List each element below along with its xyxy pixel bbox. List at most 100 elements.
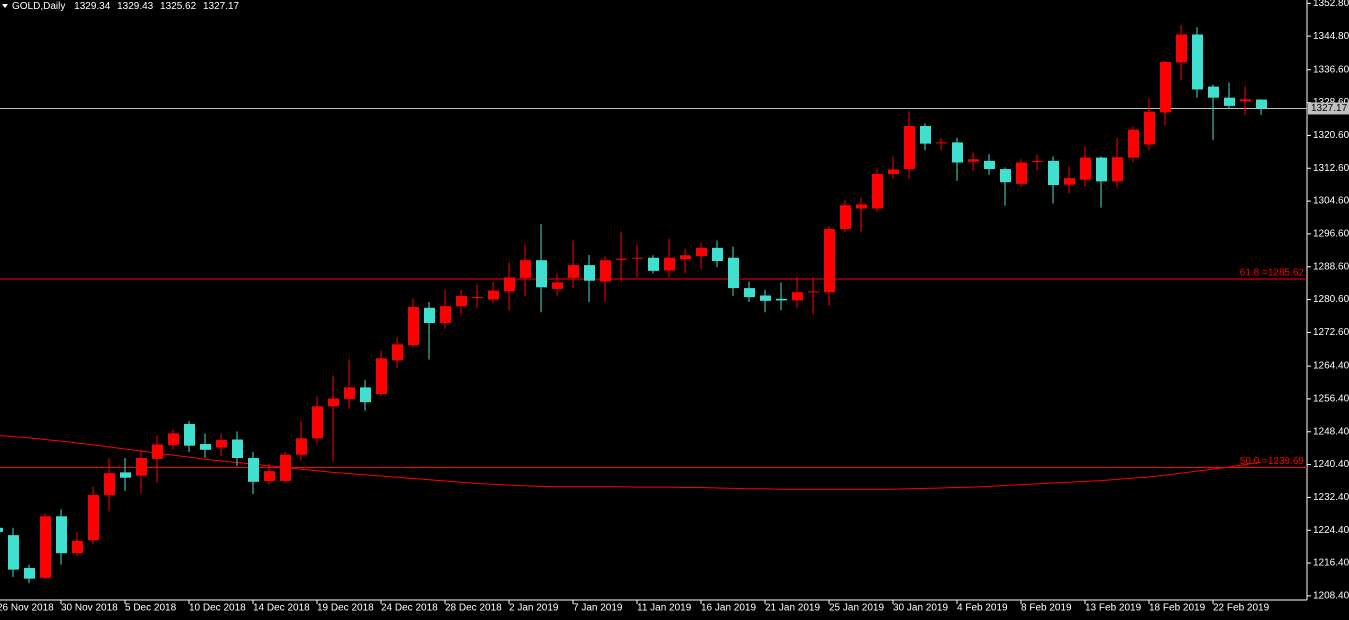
candle-body: [920, 125, 931, 144]
candle-body: [584, 265, 595, 281]
plot-area: [0, 107, 1307, 490]
y-tick-label: 1264.40: [1313, 361, 1349, 372]
candle-body: [232, 439, 243, 459]
candle-body: [824, 229, 835, 293]
candle-body: [568, 265, 579, 278]
candle-body: [792, 292, 803, 301]
candle-body: [888, 169, 899, 175]
candle-body: [712, 247, 723, 262]
open-value: 1329.34: [74, 1, 111, 12]
candle-body: [1160, 61, 1171, 113]
candle-body: [360, 387, 371, 403]
y-tick-label: 1312.60: [1313, 163, 1349, 174]
low-value: 1325.62: [160, 1, 197, 12]
candle-body: [456, 295, 467, 307]
y-tick-label: 1296.60: [1313, 229, 1349, 240]
x-tick-label: 24 Dec 2018: [381, 603, 438, 614]
candle-body: [728, 257, 739, 289]
candle-body: [952, 142, 963, 163]
candle-body: [1064, 178, 1075, 185]
candle-body: [600, 260, 611, 282]
candle-body: [248, 458, 259, 482]
candle-body: [760, 295, 771, 301]
candle-body: [0, 527, 3, 532]
candle-body: [312, 406, 323, 439]
candle-body: [1032, 160, 1043, 162]
candle-body: [1192, 34, 1203, 90]
y-tick-label: 1320.60: [1313, 130, 1349, 141]
candle-body: [536, 260, 547, 288]
y-tick-label: 1248.40: [1313, 426, 1349, 437]
candle-body: [840, 205, 851, 230]
close-value: 1327.17: [203, 1, 240, 12]
candle-body: [488, 290, 499, 300]
candle-body: [472, 297, 483, 299]
candle-body: [1048, 160, 1059, 186]
y-tick-label: 1272.60: [1313, 327, 1349, 338]
high-value: 1329.43: [117, 1, 154, 12]
y-tick-label: 1280.60: [1313, 294, 1349, 305]
candle-body: [200, 444, 211, 450]
candle-body: [24, 567, 35, 579]
x-tick-label: 13 Feb 2019: [1085, 603, 1142, 614]
candle-body: [168, 433, 179, 445]
chart-title: GOLD,Daily: [12, 1, 65, 12]
symbol-menu-arrow[interactable]: [2, 4, 8, 8]
candle-body: [40, 516, 51, 578]
candle-body: [968, 159, 979, 162]
candle-body: [1240, 99, 1251, 102]
candle-body: [1080, 157, 1091, 180]
candle-body: [984, 160, 995, 170]
x-tick-label: 11 Jan 2019: [637, 603, 692, 614]
x-tick-label: 2 Jan 2019: [509, 603, 559, 614]
candle-body: [216, 439, 227, 448]
candle-body: [936, 142, 947, 144]
candle-body: [1256, 99, 1267, 109]
candle-body: [808, 291, 819, 293]
x-tick-label: 22 Feb 2019: [1213, 603, 1270, 614]
x-tick-label: 21 Jan 2019: [765, 603, 820, 614]
x-tick-label: 18 Feb 2019: [1149, 603, 1206, 614]
x-tick-label: 7 Jan 2019: [573, 603, 623, 614]
moving-average: [0, 435, 1262, 490]
y-tick-label: 1232.40: [1313, 492, 1349, 503]
candle-body: [440, 306, 451, 323]
y-tick-label: 1216.40: [1313, 558, 1349, 569]
candle-body: [680, 255, 691, 260]
candle-body: [648, 257, 659, 271]
x-tick-label: 16 Jan 2019: [701, 603, 756, 614]
candle-body: [328, 398, 339, 407]
price-label-box: [1308, 102, 1349, 115]
y-tick-label: 1224.40: [1313, 525, 1349, 536]
candle-body: [344, 387, 355, 399]
x-tick-label: 8 Feb 2019: [1021, 603, 1072, 614]
candle-body: [264, 471, 275, 481]
level-label: 61.8 =1285.62: [1240, 268, 1305, 279]
x-tick-label: 19 Dec 2018: [317, 603, 374, 614]
candle-body: [120, 472, 131, 478]
candle-body: [776, 298, 787, 301]
x-tick-label: 5 Dec 2018: [125, 603, 177, 614]
chart-header: GOLD,Daily 1329.34 1329.43 1325.62 1327.…: [12, 1, 240, 12]
price-label: 1327.17: [1311, 103, 1348, 114]
candle-body: [72, 540, 83, 554]
y-tick-label: 1344.80: [1313, 31, 1349, 42]
candle-body: [152, 444, 163, 459]
candle-body: [1176, 34, 1187, 63]
y-tick-label: 1352.80: [1313, 0, 1349, 9]
x-tick-label: 30 Nov 2018: [61, 603, 118, 614]
candle-body: [744, 288, 755, 298]
candle-body: [1112, 157, 1123, 182]
y-tick-label: 1288.60: [1313, 261, 1349, 272]
y-tick-label: 1256.40: [1313, 394, 1349, 405]
candle-body: [184, 423, 195, 446]
candle-body: [1144, 111, 1155, 145]
candle-body: [136, 458, 147, 476]
candle-body: [520, 260, 531, 278]
candle-body: [8, 535, 19, 570]
candle-body: [872, 174, 883, 209]
candle-body: [104, 473, 115, 495]
candle-body: [424, 307, 435, 323]
